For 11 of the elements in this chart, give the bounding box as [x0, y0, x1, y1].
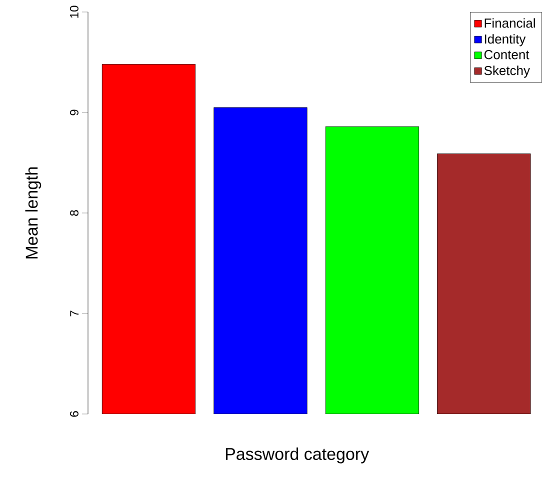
legend-label: Financial — [484, 18, 535, 28]
y-tick-label: 6 — [70, 411, 78, 417]
x-axis-title: Password category — [226, 448, 370, 464]
y-tick-label: 7 — [70, 310, 78, 316]
y-tick-label: 8 — [70, 210, 78, 216]
legend-label: Sketchy — [484, 66, 530, 78]
y-tick-label: 10 — [70, 6, 78, 18]
y-tick-label: 9 — [70, 110, 78, 116]
y-axis-title: Mean length — [25, 167, 42, 258]
legend-label: Content — [484, 50, 530, 60]
legend-label: Identity — [484, 34, 526, 46]
